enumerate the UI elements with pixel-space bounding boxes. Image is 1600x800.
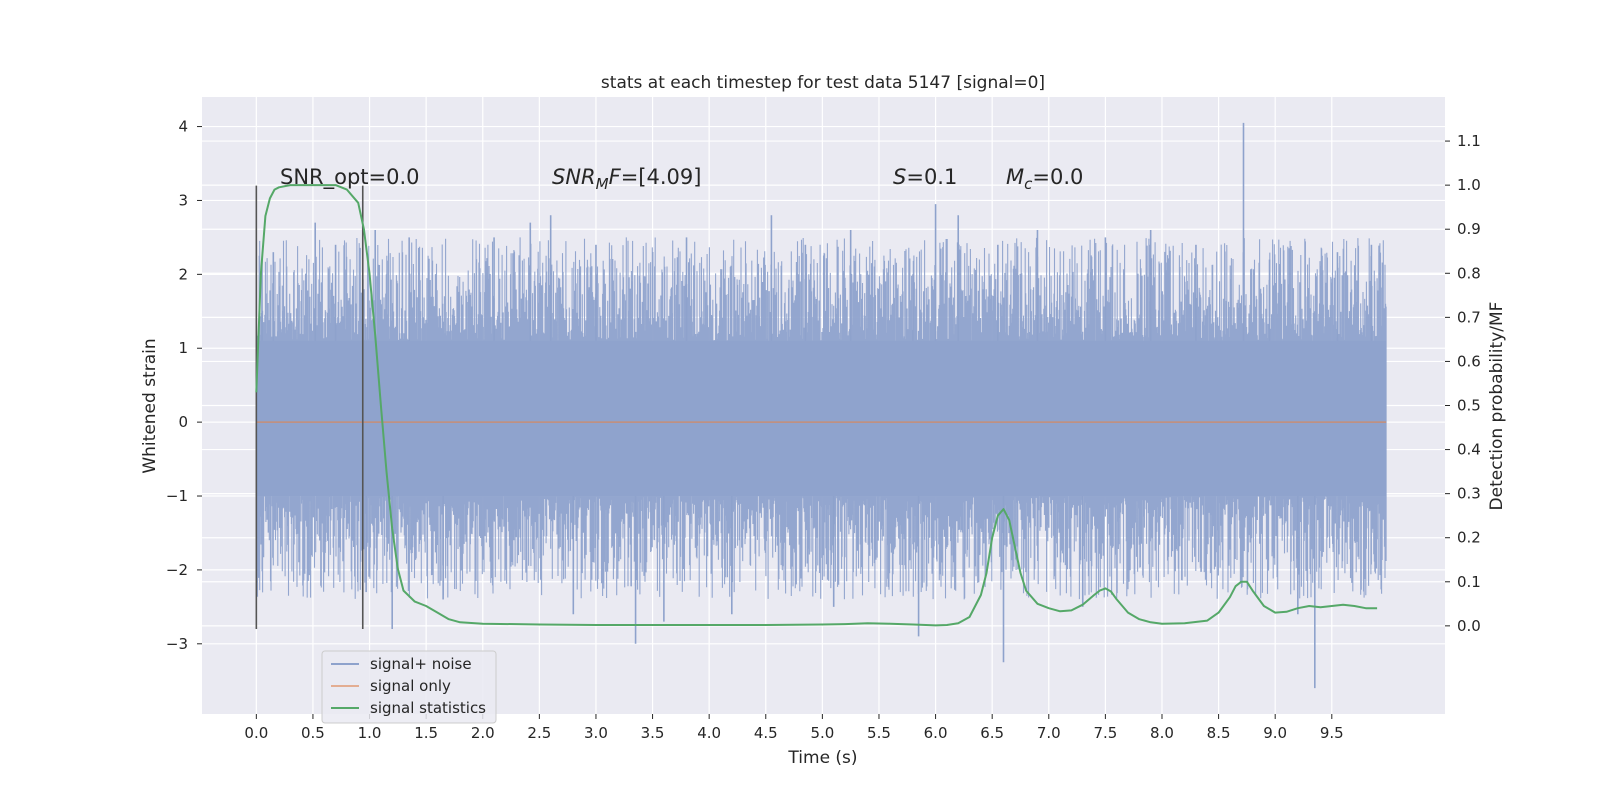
x-tick-label-0: 0.0 [244,724,268,742]
annotation-s-value: =0.1 [906,165,957,189]
y-left-tick-label-2: −1 [166,487,188,505]
annotation-snr-mf-value: =[4.09] [621,165,702,189]
legend-label-signal-only: signal only [370,677,451,695]
x-tick-label-2: 1.0 [358,724,382,742]
x-tick-label-6: 3.0 [584,724,608,742]
annotation-snr-mf-after: F [609,165,622,189]
x-tick-label-9: 4.5 [754,724,778,742]
annotation-s: S=0.1 [893,165,957,189]
y-left-tick-label-7: 4 [178,118,188,136]
annotation-mc: Mc=0.0 [1006,165,1083,193]
y-right-tick-label-0: 0.0 [1457,617,1481,635]
series-signal-noise [255,122,1387,689]
x-tick-label-15: 7.5 [1093,724,1117,742]
y-left-axis-ticks: −3 −2 −1 0 1 2 3 4 [166,118,202,653]
y-right-tick-label-6: 0.6 [1457,352,1481,370]
x-tick-label-19: 9.5 [1320,724,1344,742]
x-tick-label-4: 2.0 [471,724,495,742]
x-axis-title: Time (s) [787,748,857,768]
legend-box [321,650,497,724]
y-left-axis-title: Whitened strain [140,338,160,473]
x-tick-label-3: 1.5 [414,724,438,742]
y-left-tick-label-0: −3 [166,635,188,653]
y-right-tick-label-10: 1.0 [1457,176,1481,194]
y-left-tick-label-4: 1 [178,339,188,357]
annotation-snr-mf: SNRMF=[4.09] [552,165,701,193]
legend-label-signal-statistics: signal statistics [370,699,486,717]
annotation-mc-sub: c [1024,175,1033,193]
y-right-tick-label-2: 0.2 [1457,529,1481,547]
y-right-tick-label-3: 0.3 [1457,485,1481,503]
legend: signal+ noise signal only signal statist… [321,650,497,724]
vertical-markers [255,185,364,630]
x-tick-label-5: 2.5 [527,724,551,742]
x-tick-label-13: 6.5 [980,724,1004,742]
x-axis-ticks: 0.0 0.5 1.0 1.5 2.0 2.5 3.0 3.5 4.0 4.5 5.0 5.5 6.0 6… [244,714,1344,742]
y-right-tick-label-4: 0.4 [1457,441,1481,459]
annotation-snr-mf-main: SNR [552,165,596,189]
y-right-tick-label-9: 0.9 [1457,220,1481,238]
x-tick-label-18: 9.0 [1263,724,1287,742]
x-tick-label-10: 5.0 [810,724,834,742]
y-right-tick-label-5: 0.5 [1457,397,1481,415]
x-tick-label-1: 0.5 [301,724,325,742]
x-tick-label-17: 8.5 [1207,724,1231,742]
series-signal-statistics [255,184,1378,627]
x-tick-label-16: 8.0 [1150,724,1174,742]
x-tick-label-11: 5.5 [867,724,891,742]
y-right-tick-label-11: 1.1 [1457,132,1481,150]
chart-title: stats at each timestep for test data 514… [601,73,1045,93]
y-left-tick-label-1: −2 [166,561,188,579]
x-tick-label-7: 3.5 [641,724,665,742]
y-right-axis-ticks: 0.0 0.1 0.2 0.3 0.4 0.5 0.6 0.7 0.8 0.9 1.0 1.1 [1445,132,1481,635]
signal-statistics-line [255,184,1378,627]
y-left-tick-label-6: 3 [178,191,188,209]
y-right-tick-label-8: 0.8 [1457,264,1481,282]
y-left-tick-label-3: 0 [178,413,188,431]
y-right-axis-title: Detection probability/MF [1487,302,1507,511]
annotation-snr-opt: SNR_opt=0.0 [280,165,420,190]
y-right-tick-label-7: 0.7 [1457,308,1481,326]
annotation-s-main: S [893,165,906,189]
annotation-mc-value: =0.0 [1032,165,1083,189]
y-right-tick-label-1: 0.1 [1457,573,1481,591]
x-tick-label-12: 6.0 [924,724,948,742]
legend-label-signal-noise: signal+ noise [370,655,472,673]
x-tick-label-8: 4.0 [697,724,721,742]
annotation-snr-mf-sub: M [596,175,609,193]
x-tick-label-14: 7.0 [1037,724,1061,742]
y-left-tick-label-5: 2 [178,265,188,283]
annotation-mc-main: M [1006,165,1024,189]
